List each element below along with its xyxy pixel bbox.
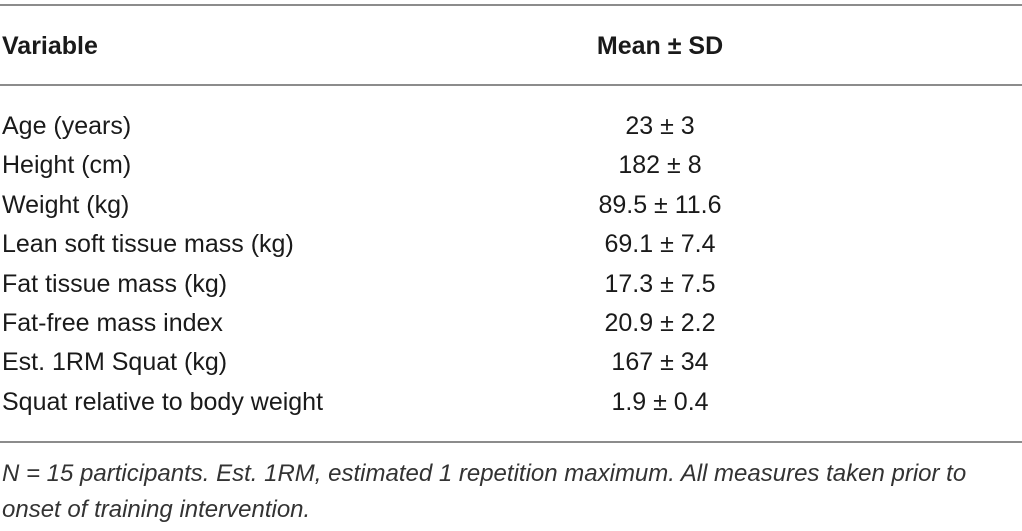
table-row: Fat-free mass index 20.9 ± 2.2 [0,304,1022,343]
row-value: 182 ± 8 [618,151,702,180]
table-top-rule [0,4,1022,6]
row-label: Height (cm) [2,151,132,180]
table-row: Height (cm) 182 ± 8 [0,146,1022,185]
table-footnote: N = 15 participants. Est. 1RM, estimated… [2,460,967,523]
row-label: Fat-free mass index [2,308,223,337]
row-label: Est. 1RM Squat (kg) [2,348,228,377]
header-stat-label: Mean ± SD [596,32,724,60]
row-value: 89.5 ± 11.6 [598,190,722,219]
table-row: Squat relative to body weight 1.9 ± 0.4 [0,383,1022,422]
table-row: Lean soft tissue mass (kg) 69.1 ± 7.4 [0,225,1022,264]
header-variable: Variable [2,32,98,60]
table-body: Age (years) 23 ± 3 Height (cm) 182 ± 8 W… [0,107,1022,422]
table-header: Variable Mean ± SD [0,24,1022,68]
row-value: 1.9 ± 0.4 [611,387,709,416]
row-label: Fat tissue mass (kg) [2,269,228,298]
row-value: 69.1 ± 7.4 [604,230,716,259]
row-label: Lean soft tissue mass (kg) [2,230,294,259]
header-rule [0,84,1022,86]
row-value: 23 ± 3 [625,112,695,140]
row-label: Weight (kg) [2,190,130,219]
table-row: Age (years) 23 ± 3 [0,107,1022,146]
table-row: Weight (kg) 89.5 ± 11.6 [0,186,1022,225]
header-stat: Mean ± SD [540,24,780,68]
row-value: 17.3 ± 7.5 [604,269,716,298]
row-label: Squat relative to body weight [2,387,324,416]
row-label: Age (years) [2,112,132,140]
table-row: Fat tissue mass (kg) 17.3 ± 7.5 [0,265,1022,304]
row-value: 167 ± 34 [611,348,709,377]
table-bottom-rule [0,441,1022,443]
row-value: 20.9 ± 2.2 [604,308,716,337]
table-row: Est. 1RM Squat (kg) 167 ± 34 [0,343,1022,382]
